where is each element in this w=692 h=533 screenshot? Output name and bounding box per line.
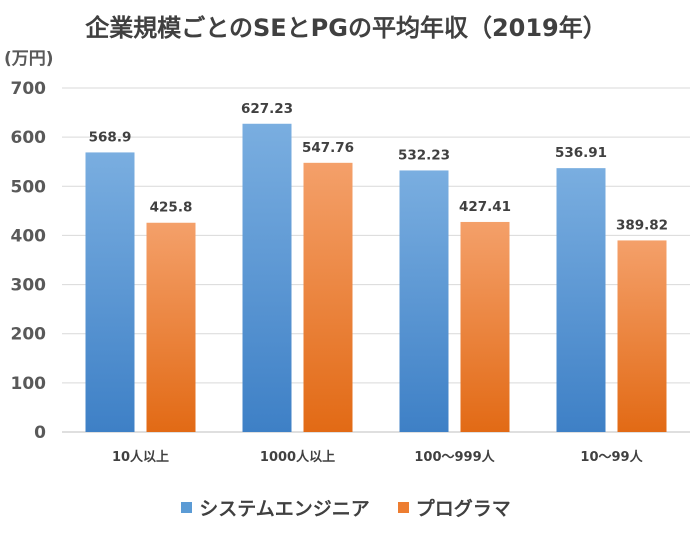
data-label: 389.82 (616, 217, 668, 233)
data-label: 547.76 (302, 140, 354, 156)
y-tick-label: 400 (11, 226, 47, 246)
legend-swatch-pg (397, 502, 409, 513)
legend: システムエンジニア プログラマ (0, 494, 692, 521)
legend-label-se: システムエンジニア (199, 498, 370, 520)
y-tick-label: 0 (34, 423, 46, 443)
bar-pg-2 (460, 221, 510, 432)
x-tick-label: 10～99人 (580, 449, 643, 465)
y-axis-unit-label: (万円) (4, 49, 54, 69)
legend-item-se: システムエンジニア (181, 494, 370, 521)
y-tick-label: 600 (11, 128, 47, 148)
bar-pg-1 (303, 162, 353, 433)
bar-se-0 (85, 152, 135, 433)
x-tick-label: 100～999人 (414, 449, 495, 465)
chart-title: 企業規模ごとのSEとPGの平均年収（2019年） (85, 14, 607, 42)
legend-swatch-se (181, 502, 193, 513)
legend-label-pg: プログラマ (415, 498, 511, 520)
bar-pg-0 (146, 222, 196, 432)
data-label: 568.9 (89, 129, 132, 145)
legend-item-pg: プログラマ (397, 494, 511, 521)
y-tick-label: 500 (11, 177, 47, 197)
y-tick-label: 700 (11, 79, 47, 99)
data-label: 427.41 (459, 199, 511, 215)
y-tick-label: 300 (11, 276, 47, 296)
data-label: 536.91 (555, 145, 607, 161)
x-tick-label: 10人以上 (112, 449, 169, 465)
data-label: 627.23 (241, 101, 293, 117)
y-tick-label: 200 (11, 325, 47, 345)
data-label: 425.8 (150, 200, 193, 216)
bar-se-2 (399, 170, 449, 433)
bar-pg-3 (617, 240, 667, 432)
bar-se-3 (556, 168, 606, 432)
y-tick-label: 100 (11, 374, 47, 394)
data-label: 532.23 (398, 147, 450, 163)
bar-se-1 (242, 123, 292, 432)
x-tick-label: 1000人以上 (260, 449, 335, 465)
